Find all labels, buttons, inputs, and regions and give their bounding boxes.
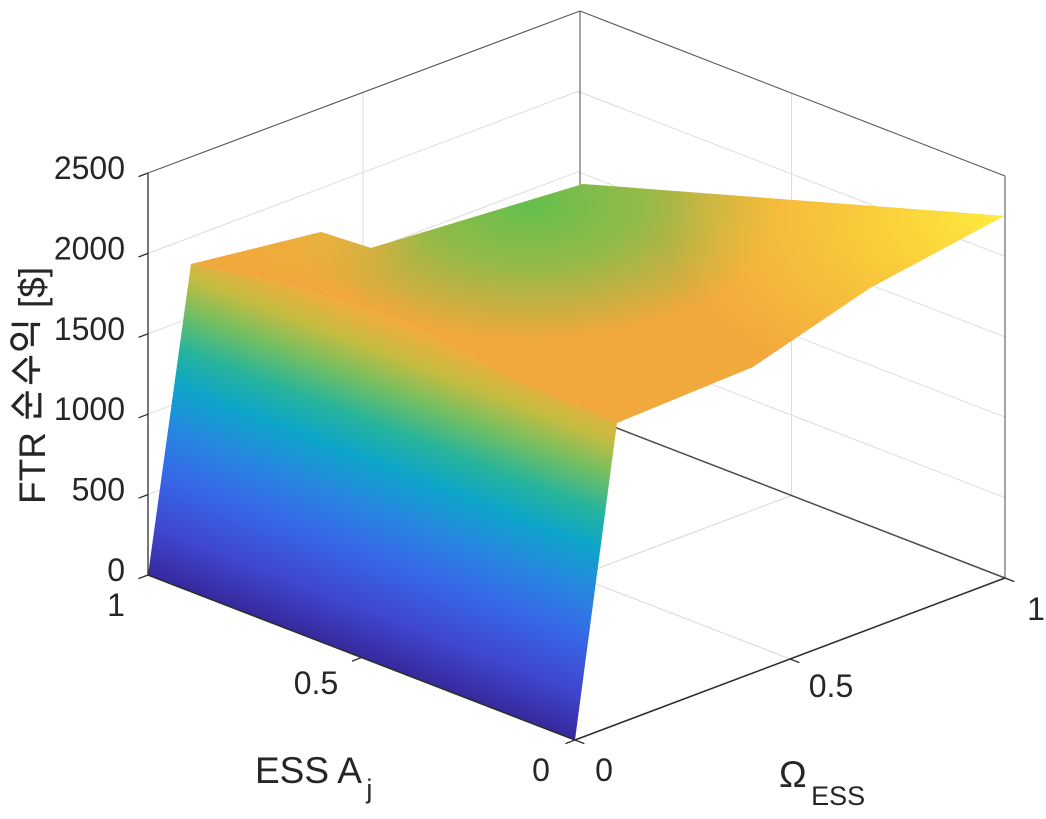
x-axis-label-main: ESS A [255, 750, 362, 791]
y-axis-label: Ω ESS [779, 754, 865, 811]
x-tick-05: 0.5 [294, 665, 338, 701]
hangul-syllable-sun [10, 391, 42, 419]
z-tick-labels: 0 500 1000 1500 2000 2500 [54, 150, 125, 588]
z-tick-0: 0 [107, 552, 125, 588]
z-axis-label-suffix: [$] [12, 267, 53, 308]
z-tick-1000: 1000 [54, 391, 125, 427]
x-axis-label: ESS A j [255, 750, 372, 804]
y-tick-0: 0 [595, 752, 613, 788]
y-tick-labels: 0 0.5 1 [595, 591, 1045, 788]
y-axis-label-subscript: ESS [811, 781, 865, 811]
z-tick-2500: 2500 [54, 150, 125, 186]
x-axis-label-subscript: j [365, 774, 372, 804]
tick-marks [138, 172, 1015, 745]
x-tick-1: 1 [107, 587, 125, 623]
surface-front-wall [148, 264, 617, 740]
box-top-right-edge [579, 10, 1006, 177]
y-tick-1: 1 [1027, 591, 1045, 627]
z-axis-ticks [138, 172, 149, 580]
z-axis-label: FTR [$] [10, 267, 53, 504]
z-axis-label-hangul-text [10, 322, 42, 419]
surface [148, 184, 1004, 740]
hangul-syllable-su [11, 355, 41, 385]
x-tick-labels: 1 0.5 0 [107, 587, 550, 788]
floor-back-right-edge [577, 412, 1006, 579]
box-top-left-edge [147, 10, 581, 174]
z-tick-500: 500 [72, 472, 125, 508]
x-axis-ticks [351, 656, 576, 745]
y-axis-label-main: Ω [779, 754, 807, 795]
z-tick-2000: 2000 [54, 230, 125, 266]
x-tick-0: 0 [532, 752, 550, 788]
y-tick-05: 0.5 [809, 668, 853, 704]
z-tick-1500: 1500 [54, 311, 125, 347]
z-axis-label-prefix: FTR [12, 432, 53, 504]
y-axis-ticks [574, 577, 1015, 745]
hangul-syllable-ik [10, 322, 41, 351]
